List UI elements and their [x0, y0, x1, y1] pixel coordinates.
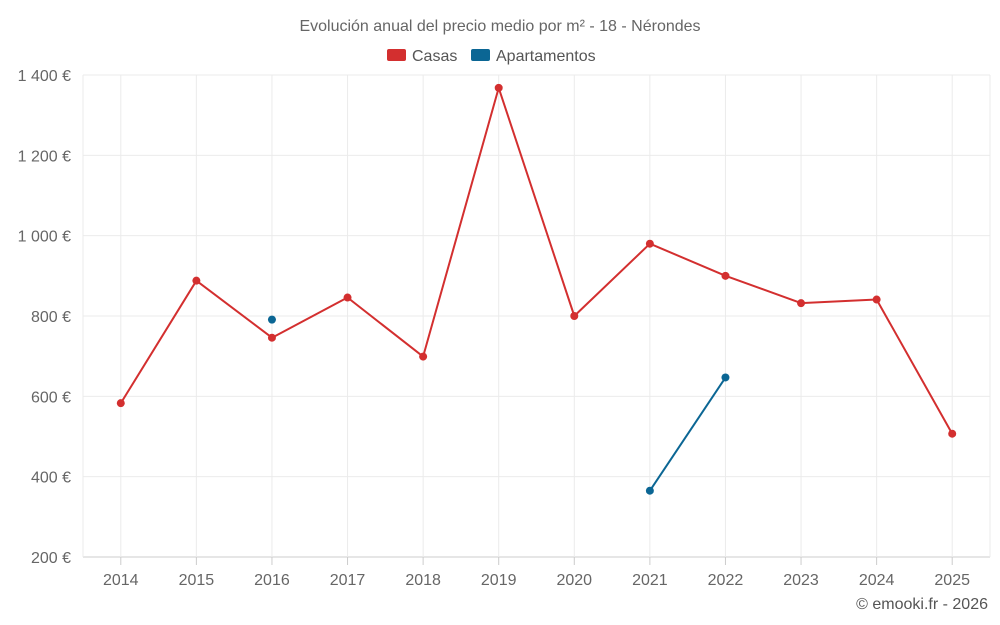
grid [82, 74, 991, 558]
x-tick-label: 2021 [632, 572, 668, 589]
x-tick-label: 2015 [179, 572, 215, 589]
y-tick-label: 1 200 € [18, 148, 71, 165]
y-tick-label: 200 € [31, 550, 71, 567]
x-tick-label: 2023 [783, 572, 819, 589]
x-tick-label: 2020 [556, 572, 592, 589]
x-tick-label: 2025 [934, 572, 970, 589]
data-point-casas [343, 293, 352, 302]
legend-swatch-casas [387, 49, 406, 61]
data-point-casas [267, 333, 276, 342]
legend: Casas Apartamentos [387, 48, 596, 65]
data-point-casas [948, 429, 957, 438]
series-layer [116, 83, 957, 495]
data-point-apartamentos [267, 315, 276, 324]
series-apartamentos [267, 315, 730, 495]
data-point-casas [721, 271, 730, 280]
x-tick-label: 2016 [254, 572, 290, 589]
y-tick-label: 800 € [31, 309, 71, 326]
y-tick-label: 400 € [31, 470, 71, 487]
credit-label: © emooki.fr - 2026 [856, 596, 988, 613]
data-point-casas [192, 276, 201, 285]
x-axis: 2014 2015 2016 2017 2018 2019 2020 2021 2022 2023… [103, 557, 970, 589]
legend-label-apartamentos: Apartamentos [496, 48, 596, 65]
series-line-apartamentos [649, 376, 727, 492]
y-tick-label: 1 400 € [18, 68, 71, 85]
data-point-apartamentos [721, 373, 730, 382]
data-point-casas [419, 352, 428, 361]
y-tick-label: 1 000 € [18, 229, 71, 246]
series-casas [116, 83, 957, 438]
data-point-apartamentos [645, 486, 654, 495]
legend-label-casas: Casas [412, 48, 457, 65]
data-point-casas [494, 83, 503, 92]
x-tick-label: 2014 [103, 572, 139, 589]
y-tick-label: 600 € [31, 389, 71, 406]
data-point-casas [570, 312, 579, 320]
x-tick-label: 2024 [859, 572, 895, 589]
data-point-casas [645, 239, 654, 248]
x-tick-label: 2017 [330, 572, 366, 589]
series-line-casas [119, 86, 954, 435]
data-point-casas [797, 299, 806, 308]
chart-title: Evolución anual del precio medio por m² … [299, 18, 700, 35]
legend-swatch-apartamentos [471, 49, 490, 61]
data-point-casas [116, 399, 125, 408]
x-tick-label: 2018 [405, 572, 441, 589]
x-tick-label: 2019 [481, 572, 517, 589]
x-tick-label: 2022 [708, 572, 744, 589]
y-axis: 200 € 400 € 600 € 800 € 1 000 € 1 200 € 1 400 … [18, 68, 71, 567]
data-point-casas [872, 295, 881, 304]
